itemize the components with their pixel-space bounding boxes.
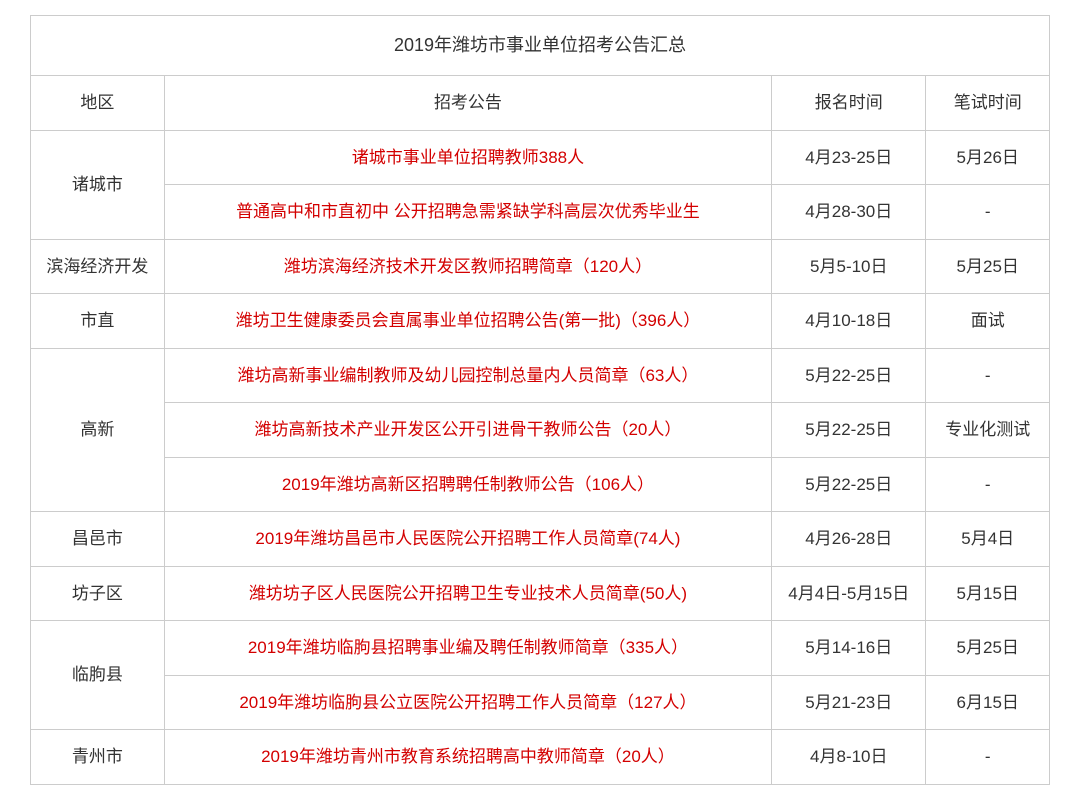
exam-cell: -	[926, 730, 1050, 785]
registration-cell: 4月28-30日	[772, 185, 926, 240]
header-announcement: 招考公告	[164, 76, 771, 131]
table-row: 2019年潍坊临朐县公立医院公开招聘工作人员简章（127人） 5月21-23日6月…	[31, 675, 1050, 730]
announcement-cell: 2019年潍坊青州市教育系统招聘高中教师简章（20人）	[164, 730, 771, 785]
table-title: 2019年潍坊市事业单位招考公告汇总	[31, 16, 1050, 76]
exam-cell: 5月25日	[926, 621, 1050, 676]
announcement-cell: 2019年潍坊临朐县公立医院公开招聘工作人员简章（127人）	[164, 675, 771, 730]
region-cell: 临朐县	[31, 621, 165, 730]
announcement-link[interactable]: 2019年潍坊高新区招聘聘任制教师公告（106人）	[282, 475, 654, 494]
region-cell: 坊子区	[31, 566, 165, 621]
registration-cell: 4月23-25日	[772, 130, 926, 185]
registration-cell: 5月5-10日	[772, 239, 926, 294]
announcement-cell: 潍坊卫生健康委员会直属事业单位招聘公告(第一批)（396人）	[164, 294, 771, 349]
announcement-link[interactable]: 2019年潍坊昌邑市人民医院公开招聘工作人员简章(74人)	[255, 529, 680, 548]
announcement-link[interactable]: 2019年潍坊临朐县公立医院公开招聘工作人员简章（127人）	[239, 693, 696, 712]
announcement-link[interactable]: 潍坊坊子区人民医院公开招聘卫生专业技术人员简章(50人)	[249, 584, 687, 603]
region-cell: 昌邑市	[31, 512, 165, 567]
registration-cell: 5月22-25日	[772, 457, 926, 512]
recruitment-table-container: 2019年潍坊市事业单位招考公告汇总 地区 招考公告 报名时间 笔试时间 诸城市…	[30, 15, 1050, 785]
table-row: 高新潍坊高新事业编制教师及幼儿园控制总量内人员简章（63人）5月22-25日-	[31, 348, 1050, 403]
title-row: 2019年潍坊市事业单位招考公告汇总	[31, 16, 1050, 76]
table-row: 滨海经济开发 潍坊滨海经济技术开发区教师招聘简章（120人） 5月5-10日5月25…	[31, 239, 1050, 294]
registration-cell: 4月8-10日	[772, 730, 926, 785]
table-row: 普通高中和市直初中 公开招聘急需紧缺学科高层次优秀毕业生 4月28-30日-	[31, 185, 1050, 240]
region-cell: 滨海经济开发	[31, 239, 165, 294]
announcement-link[interactable]: 普通高中和市直初中 公开招聘急需紧缺学科高层次优秀毕业生	[236, 202, 700, 221]
announcement-link[interactable]: 诸城市事业单位招聘教师388人	[352, 148, 584, 167]
region-cell: 诸城市	[31, 130, 165, 239]
registration-cell: 4月4日-5月15日	[772, 566, 926, 621]
exam-cell: 5月4日	[926, 512, 1050, 567]
announcement-cell: 普通高中和市直初中 公开招聘急需紧缺学科高层次优秀毕业生	[164, 185, 771, 240]
announcement-cell: 潍坊坊子区人民医院公开招聘卫生专业技术人员简章(50人)	[164, 566, 771, 621]
announcement-link[interactable]: 潍坊高新技术产业开发区公开引进骨干教师公告（20人）	[254, 420, 681, 439]
header-row: 地区 招考公告 报名时间 笔试时间	[31, 76, 1050, 131]
region-cell: 青州市	[31, 730, 165, 785]
announcement-cell: 潍坊滨海经济技术开发区教师招聘简章（120人）	[164, 239, 771, 294]
table-row: 市直 潍坊卫生健康委员会直属事业单位招聘公告(第一批)（396人） 4月10-18日…	[31, 294, 1050, 349]
announcement-link[interactable]: 潍坊卫生健康委员会直属事业单位招聘公告(第一批)（396人）	[236, 311, 701, 330]
header-region: 地区	[31, 76, 165, 131]
registration-cell: 4月26-28日	[772, 512, 926, 567]
announcement-link[interactable]: 2019年潍坊青州市教育系统招聘高中教师简章（20人）	[261, 747, 675, 766]
announcement-cell: 2019年潍坊高新区招聘聘任制教师公告（106人）	[164, 457, 771, 512]
exam-cell: -	[926, 348, 1050, 403]
exam-cell: -	[926, 185, 1050, 240]
registration-cell: 5月22-25日	[772, 348, 926, 403]
table-row: 青州市 2019年潍坊青州市教育系统招聘高中教师简章（20人） 4月8-10日-	[31, 730, 1050, 785]
announcement-cell: 潍坊高新事业编制教师及幼儿园控制总量内人员简章（63人）	[164, 348, 771, 403]
announcement-link[interactable]: 潍坊高新事业编制教师及幼儿园控制总量内人员简章（63人）	[237, 366, 698, 385]
table-row: 坊子区 潍坊坊子区人民医院公开招聘卫生专业技术人员简章(50人) 4月4日-5月15…	[31, 566, 1050, 621]
table-row: 潍坊高新技术产业开发区公开引进骨干教师公告（20人） 5月22-25日专业化测试	[31, 403, 1050, 458]
exam-cell: 6月15日	[926, 675, 1050, 730]
registration-cell: 5月14-16日	[772, 621, 926, 676]
announcement-cell: 2019年潍坊临朐县招聘事业编及聘任制教师简章（335人）	[164, 621, 771, 676]
exam-cell: 专业化测试	[926, 403, 1050, 458]
table-body: 2019年潍坊市事业单位招考公告汇总 地区 招考公告 报名时间 笔试时间 诸城市…	[31, 16, 1050, 785]
registration-cell: 4月10-18日	[772, 294, 926, 349]
announcement-link[interactable]: 潍坊滨海经济技术开发区教师招聘简章（120人）	[284, 257, 652, 276]
table-row: 诸城市诸城市事业单位招聘教师388人4月23-25日5月26日	[31, 130, 1050, 185]
header-exam: 笔试时间	[926, 76, 1050, 131]
table-row: 昌邑市 2019年潍坊昌邑市人民医院公开招聘工作人员简章(74人) 4月26-28日…	[31, 512, 1050, 567]
announcement-link[interactable]: 2019年潍坊临朐县招聘事业编及聘任制教师简章（335人）	[248, 638, 688, 657]
exam-cell: 5月25日	[926, 239, 1050, 294]
registration-cell: 5月21-23日	[772, 675, 926, 730]
exam-cell: 5月26日	[926, 130, 1050, 185]
region-cell: 市直	[31, 294, 165, 349]
recruitment-table: 2019年潍坊市事业单位招考公告汇总 地区 招考公告 报名时间 笔试时间 诸城市…	[30, 15, 1050, 785]
header-registration: 报名时间	[772, 76, 926, 131]
exam-cell: 5月15日	[926, 566, 1050, 621]
announcement-cell: 潍坊高新技术产业开发区公开引进骨干教师公告（20人）	[164, 403, 771, 458]
exam-cell: -	[926, 457, 1050, 512]
registration-cell: 5月22-25日	[772, 403, 926, 458]
region-cell: 高新	[31, 348, 165, 512]
announcement-cell: 诸城市事业单位招聘教师388人	[164, 130, 771, 185]
table-row: 2019年潍坊高新区招聘聘任制教师公告（106人） 5月22-25日-	[31, 457, 1050, 512]
announcement-cell: 2019年潍坊昌邑市人民医院公开招聘工作人员简章(74人)	[164, 512, 771, 567]
exam-cell: 面试	[926, 294, 1050, 349]
table-row: 临朐县2019年潍坊临朐县招聘事业编及聘任制教师简章（335人）5月14-16日…	[31, 621, 1050, 676]
